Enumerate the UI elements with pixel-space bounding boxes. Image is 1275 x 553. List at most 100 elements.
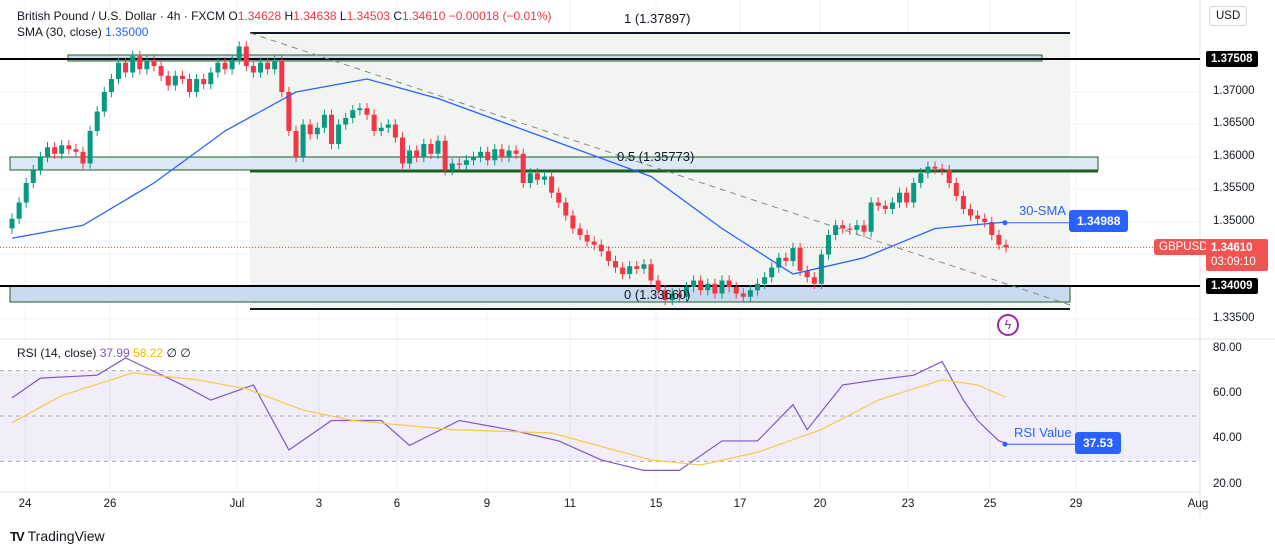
candle-body: [392, 124, 398, 138]
candle-body: [662, 290, 668, 300]
support-zone: [9, 285, 1071, 303]
candle-body: [960, 196, 966, 209]
candle-body: [101, 92, 107, 112]
candle-body: [378, 127, 384, 131]
candle-body: [790, 248, 796, 261]
candle-body: [584, 235, 590, 242]
candle-body: [648, 264, 654, 281]
lightning-alert-icon[interactable]: ϟ: [997, 314, 1019, 336]
candle-body: [598, 244, 604, 252]
candle-body: [385, 124, 391, 128]
rsi-axis-label: 80.00: [1213, 342, 1242, 354]
time-tick: Jul: [229, 498, 245, 510]
candle-body: [137, 56, 143, 70]
candle-body: [542, 176, 547, 180]
low-value: 1.34503: [346, 9, 390, 23]
rsi-legend[interactable]: RSI (14, close) 37.99 58.22 ∅ ∅: [17, 346, 191, 360]
candle-body: [485, 151, 491, 161]
candle-body: [634, 266, 640, 269]
rsi-ma-line: [11, 372, 1007, 466]
sma-legend[interactable]: SMA (30, close) 1.35000: [17, 25, 149, 39]
candle-body: [66, 145, 72, 150]
candle-body: [52, 147, 58, 154]
close-value: 1.34610: [401, 9, 446, 23]
candle-body: [889, 202, 895, 209]
candle-body: [371, 114, 377, 131]
candle-body: [996, 235, 1002, 245]
candle-body: [726, 280, 732, 287]
candle-body: [783, 257, 789, 261]
candle-body: [9, 218, 15, 229]
rsi-axis-label: 60.00: [1213, 387, 1242, 399]
candle-body: [165, 75, 171, 86]
candle-body: [882, 205, 888, 209]
symbol-tag: GBPUSD: [1154, 239, 1213, 255]
price-axis-label: 1.36500: [1213, 117, 1255, 129]
candle-body: [506, 150, 512, 157]
candle-body: [818, 254, 824, 284]
symbol-title: British Pound / U.S. Dollar · 4h · FXCM: [17, 9, 226, 23]
candle-body: [456, 163, 462, 165]
candle-body: [16, 202, 22, 219]
candle-body: [265, 62, 271, 70]
sma-line: [11, 78, 1007, 275]
rsi-axis-label: 20.00: [1213, 478, 1242, 490]
time-tick: 20: [813, 498, 827, 510]
candle-body: [982, 218, 988, 222]
candle-body: [563, 202, 569, 216]
candle-body: [350, 110, 356, 118]
rsi-axis-label: 40.00: [1213, 432, 1242, 444]
high-value: 1.34638: [293, 9, 337, 23]
candle-body: [229, 59, 235, 70]
candle-body: [918, 173, 924, 183]
time-tick: 15: [649, 498, 663, 510]
last-price-tag: 1.34610 03:09:10: [1206, 239, 1268, 271]
candle-body: [243, 46, 249, 66]
candle-body: [343, 118, 349, 125]
candle-body: [605, 251, 611, 261]
time-tick: 29: [1069, 498, 1083, 510]
candle-body: [591, 241, 597, 245]
candle-body: [428, 144, 434, 154]
candle-body: [94, 111, 100, 131]
candle-body: [705, 283, 711, 291]
candle-body: [762, 277, 768, 284]
candle-body: [279, 60, 285, 92]
candle-body: [833, 225, 839, 235]
candle-body: [904, 192, 910, 203]
candle-body: [37, 157, 43, 170]
candle-body: [300, 124, 306, 157]
candle-body: [123, 62, 129, 73]
currency-button[interactable]: USD: [1209, 6, 1248, 26]
candle-body: [733, 287, 739, 294]
trendline: [249, 32, 1071, 306]
candle-body: [236, 46, 242, 60]
candle-body: [641, 264, 647, 269]
candle-body: [130, 56, 136, 73]
candle-body: [513, 150, 519, 154]
candle-body: [59, 145, 65, 154]
candle-body: [669, 293, 675, 300]
rsi-ma-value: 58.22: [133, 346, 164, 360]
fib-level-0-5: 0.5 (1.35773): [617, 149, 695, 164]
candle-body: [712, 283, 718, 294]
candle-body: [293, 131, 299, 157]
rsi-line: [11, 357, 1007, 471]
candle-body: [80, 151, 86, 164]
candle-body: [400, 137, 405, 164]
candle-body: [442, 140, 448, 170]
candle-body: [968, 209, 973, 216]
candle-body: [471, 157, 476, 161]
candle-body: [804, 270, 810, 278]
candle-body: [719, 280, 725, 294]
candle-body: [414, 150, 420, 157]
price-axis-label: 1.35500: [1213, 182, 1255, 194]
price-axis-label: 1.35000: [1213, 215, 1255, 227]
candle-body: [939, 168, 945, 170]
sma-point: [1002, 220, 1008, 226]
candle-body: [449, 163, 455, 170]
candle-body: [250, 66, 256, 73]
tradingview-logo[interactable]: TV TradingView: [10, 528, 105, 544]
candle-body: [30, 170, 36, 183]
